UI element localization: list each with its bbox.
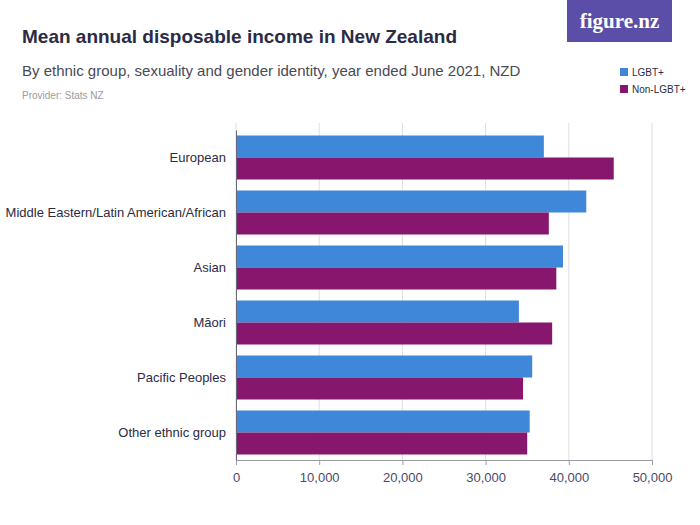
tick: European — [170, 150, 236, 165]
tick: 0 — [233, 460, 240, 485]
bar — [236, 433, 527, 455]
grid-line — [652, 123, 653, 460]
tick: 50,000 — [633, 460, 673, 485]
bar — [236, 268, 556, 290]
tick: 40,000 — [549, 460, 589, 485]
tick: 20,000 — [383, 460, 423, 485]
bar — [236, 378, 523, 400]
tick-mark — [402, 460, 403, 465]
tick: 30,000 — [466, 460, 506, 485]
title: Mean annual disposable income in New Zea… — [22, 26, 457, 47]
logo: figure.nz — [567, 0, 672, 42]
y-axis: European Middle Eastern/Latin American/Af… — [6, 131, 237, 461]
x-axis: 0 10,000 20,000 30,000 40,000 50,000 — [233, 460, 673, 485]
logo-text: figure.nz — [580, 9, 660, 33]
tick: 10,000 — [300, 460, 340, 485]
tick: Māori — [193, 315, 236, 330]
legend-swatch — [620, 68, 628, 76]
bar — [236, 411, 530, 433]
category-label: European — [170, 150, 226, 165]
tick-mark — [652, 460, 653, 465]
bar — [236, 136, 544, 158]
tick-mark — [319, 460, 320, 465]
bar — [236, 323, 552, 345]
tick-label: 0 — [233, 470, 240, 485]
chart: Mean annual disposable income in New Zea… — [0, 0, 700, 525]
tick: Other ethnic group — [118, 425, 236, 440]
axis-line — [237, 460, 653, 461]
tick-label: 50,000 — [633, 470, 673, 485]
bar — [236, 158, 614, 180]
source: Provider: Stats NZ — [22, 90, 104, 101]
category-label: Middle Eastern/Latin American/African — [6, 205, 226, 220]
tick-mark — [569, 460, 570, 465]
tick-label: 10,000 — [300, 470, 340, 485]
logo-box — [567, 0, 672, 42]
grid-line — [236, 123, 237, 460]
tick-label: 40,000 — [549, 470, 589, 485]
tick: Middle Eastern/Latin American/African — [6, 205, 236, 220]
category-label: Pacific Peoples — [137, 370, 226, 385]
bar — [236, 301, 519, 323]
legend-label: LGBT+ — [632, 67, 664, 78]
bar — [236, 191, 586, 213]
tick: Asian — [193, 260, 236, 275]
legend-swatch — [620, 85, 628, 93]
axis-line — [236, 131, 237, 461]
category-label: Māori — [193, 315, 226, 330]
bar — [236, 356, 532, 378]
tick-label: 30,000 — [466, 470, 506, 485]
grid — [236, 123, 652, 460]
category-label: Asian — [193, 260, 226, 275]
subtitle: By ethnic group, sexuality and gender id… — [22, 62, 521, 79]
bar — [236, 246, 563, 268]
bar — [236, 213, 549, 235]
tick-mark — [236, 460, 237, 465]
bars — [236, 136, 614, 455]
category-label: Other ethnic group — [118, 425, 226, 440]
tick-label: 20,000 — [383, 470, 423, 485]
legend-label: Non-LGBT+ — [632, 84, 686, 95]
legend: LGBT+ Non-LGBT+ — [620, 67, 686, 95]
tick-mark — [486, 460, 487, 465]
tick: Pacific Peoples — [137, 370, 236, 385]
